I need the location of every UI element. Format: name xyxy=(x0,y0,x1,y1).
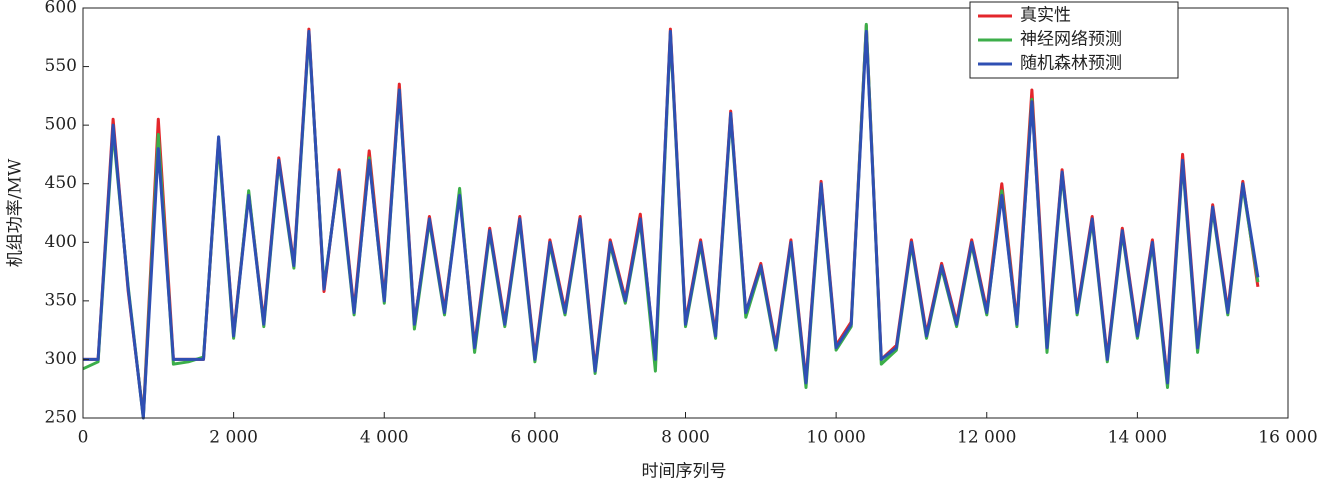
x-tick-label: 6 000 xyxy=(511,428,560,448)
y-tick-label: 450 xyxy=(45,173,77,193)
y-tick-label: 500 xyxy=(45,115,77,135)
x-axis-label: 时间序列号 xyxy=(642,462,727,482)
series-line xyxy=(83,29,1260,420)
y-tick-label: 400 xyxy=(45,232,77,252)
y-tick-label: 600 xyxy=(45,0,77,18)
x-tick-label: 16 000 xyxy=(1258,428,1317,448)
x-tick-label: 4 000 xyxy=(360,428,409,448)
y-tick-label: 350 xyxy=(45,290,77,310)
x-tick-label: 8 000 xyxy=(661,428,710,448)
series-line xyxy=(83,24,1260,418)
y-tick-label: 300 xyxy=(45,349,77,369)
y-tick-label: 550 xyxy=(45,56,77,76)
series-line xyxy=(82,22,1260,420)
legend-label: 神经网络预测 xyxy=(1020,30,1122,50)
x-tick-label: 0 xyxy=(78,428,89,448)
x-tick-label: 10 000 xyxy=(806,428,865,448)
y-tick-label: 250 xyxy=(45,408,77,428)
legend-label: 真实性 xyxy=(1020,6,1071,26)
legend-label: 随机森林预测 xyxy=(1020,54,1122,74)
x-tick-label: 12 000 xyxy=(957,428,1016,448)
x-tick-label: 2 000 xyxy=(209,428,258,448)
y-axis-label: 机组功率/MW xyxy=(6,158,26,267)
x-tick-label: 14 000 xyxy=(1108,428,1167,448)
